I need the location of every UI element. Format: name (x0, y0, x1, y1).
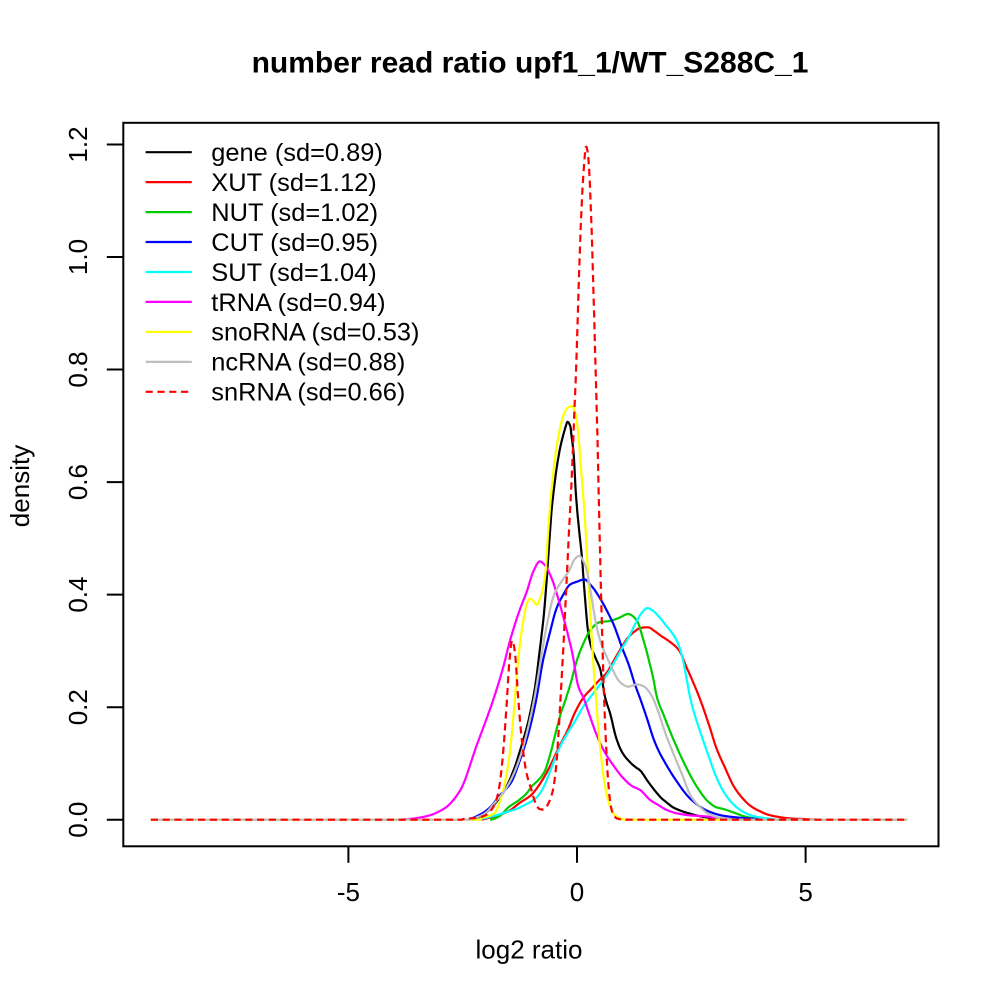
svg-text:tRNA (sd=0.94): tRNA (sd=0.94) (211, 289, 385, 317)
svg-text:0: 0 (570, 877, 584, 907)
svg-text:CUT (sd=0.95): CUT (sd=0.95) (211, 229, 378, 257)
svg-text:1.0: 1.0 (63, 239, 93, 275)
svg-text:gene (sd=0.89): gene (sd=0.89) (211, 139, 383, 167)
svg-text:XUT (sd=1.12): XUT (sd=1.12) (211, 169, 376, 197)
svg-text:SUT (sd=1.04): SUT (sd=1.04) (211, 259, 376, 287)
svg-text:snoRNA (sd=0.53): snoRNA (sd=0.53) (211, 319, 419, 347)
svg-text:NUT (sd=1.02): NUT (sd=1.02) (211, 199, 378, 227)
svg-text:number read ratio upf1_1/WT_S2: number read ratio upf1_1/WT_S288C_1 (252, 47, 809, 80)
svg-text:0.2: 0.2 (63, 689, 93, 725)
svg-text:0.8: 0.8 (63, 351, 93, 387)
svg-text:1.2: 1.2 (63, 126, 93, 162)
svg-text:log2 ratio: log2 ratio (476, 935, 583, 965)
svg-text:5: 5 (798, 877, 812, 907)
svg-text:0.4: 0.4 (63, 577, 93, 613)
svg-text:0.0: 0.0 (63, 802, 93, 838)
svg-text:0.6: 0.6 (63, 464, 93, 500)
svg-text:density: density (5, 445, 35, 527)
svg-text:snRNA (sd=0.66): snRNA (sd=0.66) (211, 379, 405, 407)
svg-text:-5: -5 (337, 877, 360, 907)
svg-text:ncRNA (sd=0.88): ncRNA (sd=0.88) (211, 349, 405, 377)
